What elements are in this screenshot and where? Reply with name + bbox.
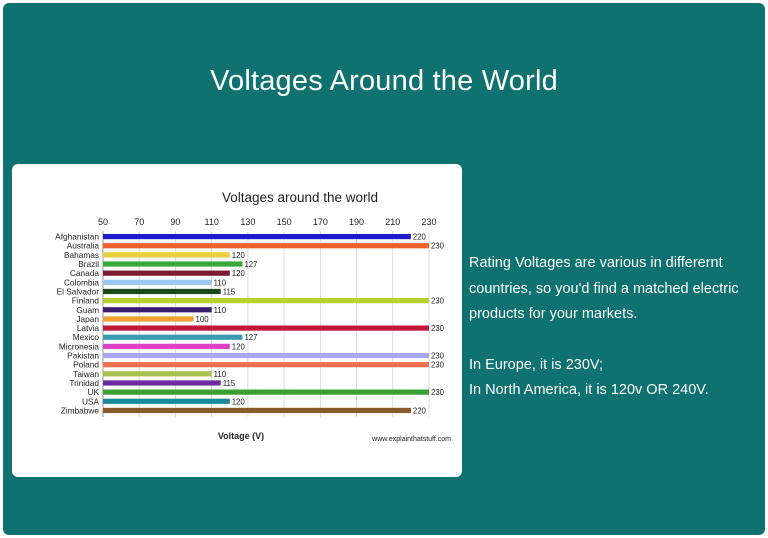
category-label: UK	[87, 387, 99, 397]
category-label: USA	[82, 396, 100, 406]
x-tick-label: 210	[385, 217, 400, 227]
x-axis-label: Voltage (V)	[218, 431, 264, 441]
category-label: Brazil	[78, 259, 99, 269]
bar	[103, 343, 230, 349]
bar	[103, 398, 230, 404]
bar	[103, 243, 429, 249]
bar	[103, 233, 411, 240]
data-label: 120	[232, 342, 246, 351]
x-tick-label: 150	[277, 217, 292, 227]
data-label: 230	[431, 352, 445, 361]
bar	[103, 352, 429, 359]
x-tick-label: 70	[134, 217, 144, 227]
category-label: Poland	[73, 360, 99, 370]
bar	[103, 334, 243, 340]
description-text: Rating Voltages are various in differern…	[469, 251, 759, 404]
bar	[103, 380, 221, 386]
data-label: 115	[223, 379, 236, 388]
data-label: 110	[214, 370, 227, 379]
data-label: 220	[413, 233, 427, 242]
category-label: Micronesia	[59, 341, 100, 351]
data-label: 120	[232, 251, 246, 260]
data-label: 127	[244, 333, 257, 342]
x-tick-label: 190	[349, 217, 364, 227]
bar	[103, 307, 212, 313]
category-label: Trinidad	[69, 378, 99, 388]
bar	[103, 252, 230, 258]
bar	[103, 325, 429, 331]
category-label: Pakistan	[67, 351, 99, 361]
category-label: Finland	[72, 296, 100, 306]
bar	[103, 389, 429, 395]
description-paragraph: Rating Voltages are various in differern…	[469, 255, 739, 322]
category-label: El Salvador	[57, 286, 100, 296]
bar	[103, 407, 411, 414]
bar	[103, 362, 429, 368]
category-label: Taiwan	[73, 369, 99, 379]
x-tick-label: 90	[170, 217, 180, 227]
data-label: 110	[214, 278, 227, 287]
data-label: 230	[431, 361, 445, 370]
x-tick-label: 110	[204, 217, 218, 227]
x-tick-label: 170	[313, 217, 328, 227]
data-label: 127	[244, 260, 257, 269]
x-tick-label: 130	[240, 217, 255, 227]
category-label: Canada	[70, 268, 99, 278]
category-label: Latvia	[77, 323, 100, 333]
x-tick-label: 230	[421, 217, 436, 227]
europe-voltage-line: In Europe, it is 230V;	[469, 356, 604, 373]
slide-title: Voltages Around the World	[210, 65, 558, 97]
data-label: 120	[232, 269, 246, 278]
bar	[103, 279, 212, 285]
chart-title: Voltages around the world	[222, 190, 378, 205]
data-label: 120	[232, 397, 246, 406]
slide-background: Voltages Around the World Voltages aroun…	[3, 3, 765, 535]
category-label: Colombia	[64, 277, 99, 287]
north-america-voltage-line: In North America, it is 120v OR 240V.	[469, 382, 709, 398]
category-label: Bahamas	[64, 250, 99, 260]
category-label: Mexico	[73, 332, 100, 342]
data-label: 230	[431, 297, 445, 306]
x-tick-label: 50	[98, 217, 108, 227]
bar	[103, 371, 212, 377]
bar	[103, 270, 230, 276]
chart-card: Voltages around the world Voltage (V) ww…	[12, 164, 462, 477]
data-label: 220	[413, 406, 427, 415]
bar	[103, 261, 243, 267]
category-label: Australia	[67, 241, 100, 251]
category-label: Zimbabwe	[61, 405, 100, 415]
category-label: Afghanistan	[55, 232, 99, 242]
chart-source: www.explainthatstuff.com	[371, 436, 451, 443]
data-label: 230	[431, 388, 445, 397]
category-label: Japan	[76, 314, 99, 324]
bar	[103, 316, 194, 322]
category-label: Guam	[76, 305, 99, 315]
data-label: 115	[223, 287, 236, 296]
data-label: 110	[214, 306, 227, 315]
bar	[103, 288, 221, 295]
voltage-chart: Voltages around the world Voltage (V) ww…	[55, 190, 451, 443]
bar	[103, 298, 429, 304]
data-label: 230	[431, 242, 445, 251]
data-label: 230	[431, 324, 445, 333]
data-label: 100	[196, 315, 210, 324]
